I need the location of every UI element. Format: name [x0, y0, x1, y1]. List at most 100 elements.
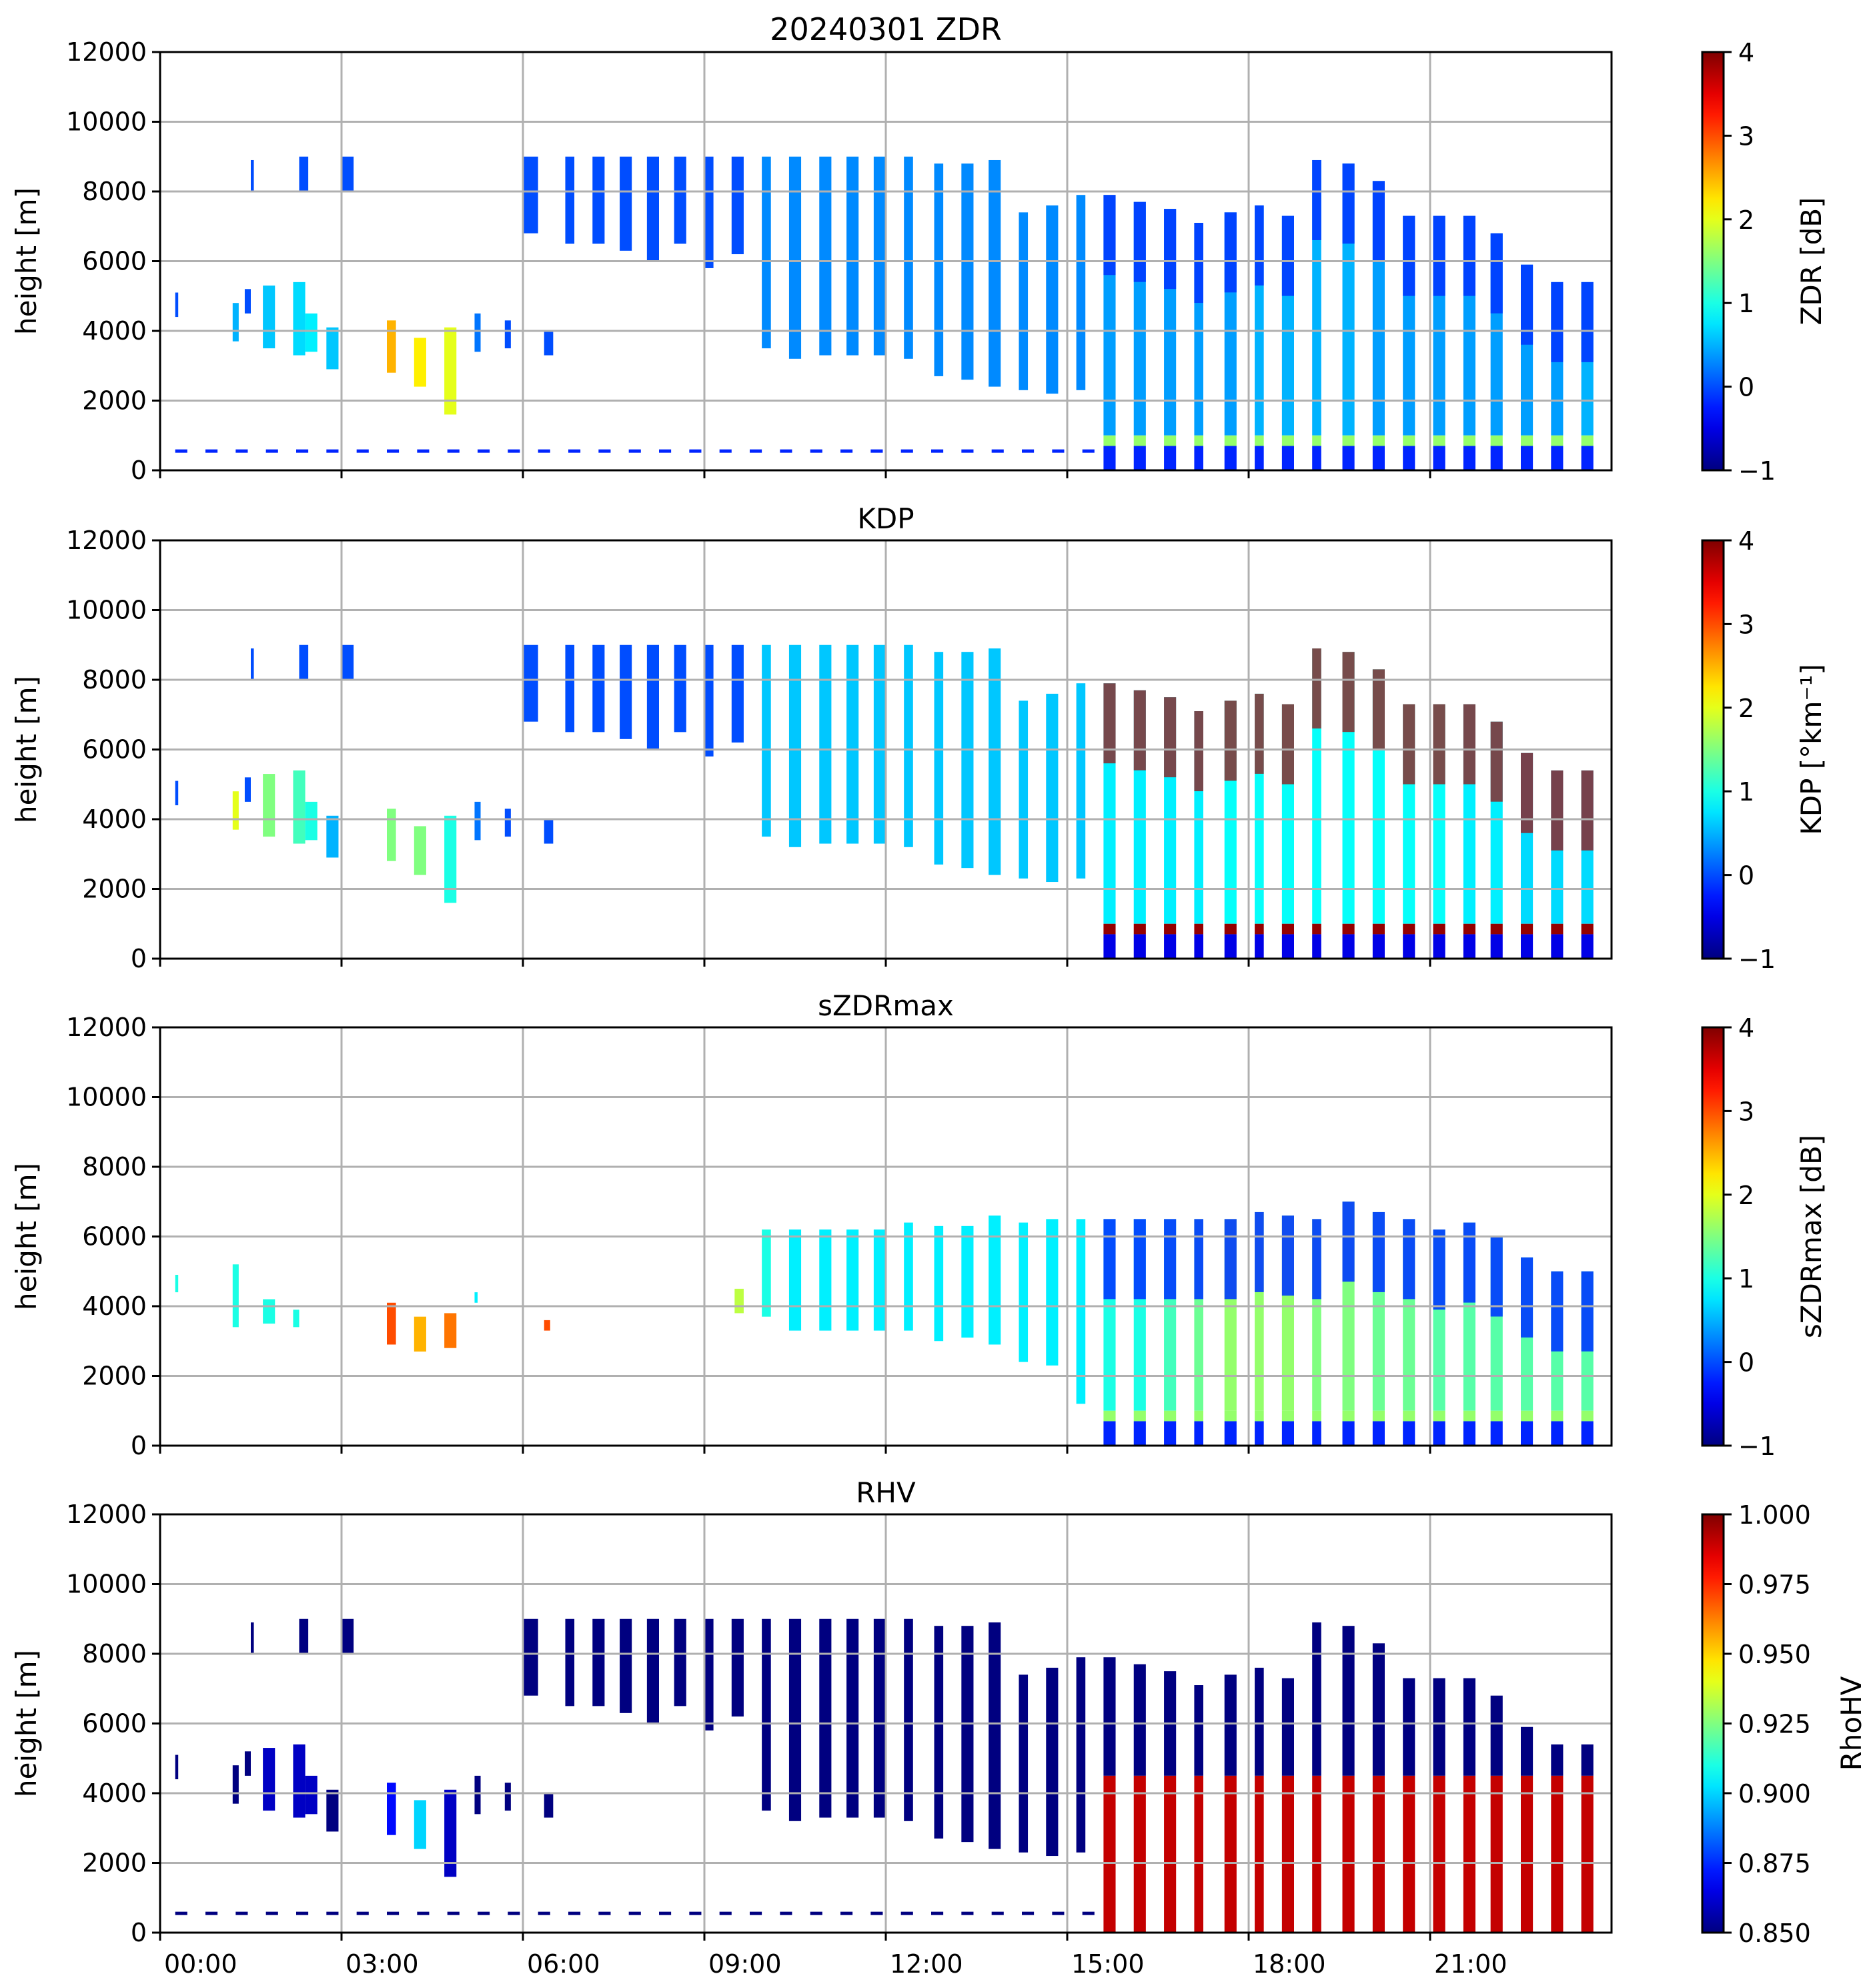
- data-cell: [1224, 934, 1237, 959]
- data-cell: [1164, 934, 1177, 959]
- grid: [159, 1513, 1612, 1934]
- melting-layer-cell: [1490, 923, 1503, 935]
- colorbar-label: KDP [°km⁻¹]: [1795, 664, 1828, 835]
- data-cell: [1103, 1421, 1116, 1446]
- y-tick-label: 6000: [82, 1222, 147, 1252]
- colorbar-tick-label: 0: [1738, 861, 1754, 891]
- data-cell: [1164, 1421, 1177, 1446]
- melting-layer-cell: [1255, 923, 1264, 935]
- x-tick-label: 03:00: [346, 1949, 419, 1979]
- data-cell: [1076, 683, 1086, 879]
- data-cell: [1581, 1271, 1594, 1352]
- data-cell: [1224, 1674, 1237, 1776]
- clutter-cell: [931, 449, 944, 453]
- panel-kdp: 0 2000 4000 6000 8000 10000 12000 height [m] KDP…: [10, 502, 1828, 974]
- clutter-cell: [991, 1911, 1004, 1915]
- data-cell: [731, 156, 744, 255]
- data-cell: [1281, 934, 1294, 959]
- data-cell: [251, 1622, 254, 1654]
- data-cell: [1581, 934, 1594, 959]
- data-cell: [1076, 195, 1086, 390]
- data-cell: [1490, 721, 1503, 802]
- colorbar-tick-label: −1: [1738, 456, 1776, 486]
- y-tick-label: 4000: [82, 805, 147, 834]
- data-cell: [1046, 693, 1059, 883]
- data-cell: [1133, 201, 1146, 282]
- y-tick-label: 12000: [66, 1013, 147, 1042]
- y-tick-label: 4000: [82, 1292, 147, 1321]
- data-cell: [646, 1618, 659, 1724]
- data-cell: [1103, 934, 1116, 959]
- clutter-cell: [568, 1911, 581, 1915]
- data-cell: [934, 1225, 944, 1342]
- data-cell: [1403, 446, 1415, 470]
- data-cell: [1281, 1678, 1294, 1776]
- clutter-cell: [689, 449, 702, 453]
- data-cell: [1224, 1775, 1237, 1933]
- colorbar-tick-label: 1: [1738, 1264, 1754, 1294]
- colorbar-tick-label: 0.875: [1738, 1849, 1811, 1879]
- melting-layer-cell: [1581, 923, 1594, 935]
- data-cell: [1103, 195, 1116, 276]
- data-cell: [326, 1789, 339, 1832]
- data-cell: [1312, 446, 1321, 470]
- melting-layer-cell: [1581, 435, 1594, 446]
- data-cell: [244, 289, 251, 314]
- data-cell: [1103, 683, 1116, 764]
- data-cell: [620, 644, 632, 739]
- data-cell: [1164, 1775, 1177, 1933]
- data-cell: [1194, 1775, 1203, 1933]
- data-cell: [1046, 1667, 1059, 1857]
- y-tick-label: 10000: [66, 1083, 147, 1112]
- data-cell: [1133, 1775, 1146, 1933]
- colorbar-tick-label: 3: [1738, 1097, 1754, 1126]
- data-cell: [1281, 446, 1294, 470]
- colorbar-tick-label: 4: [1738, 1013, 1754, 1043]
- data-cell: [1194, 1421, 1203, 1446]
- data-cell: [1581, 1775, 1594, 1933]
- data-cell: [1342, 934, 1355, 959]
- data-cell: [819, 156, 832, 356]
- clutter-cell: [1052, 449, 1065, 453]
- melting-layer-cell: [1551, 435, 1564, 446]
- data-cell: [873, 1618, 886, 1818]
- data-cell: [788, 156, 802, 359]
- data-cell: [1076, 1657, 1086, 1853]
- y-tick-label: 8000: [82, 665, 147, 694]
- data-cell: [523, 1618, 538, 1696]
- data-layer: [175, 1618, 1594, 1933]
- data-cell: [1019, 700, 1029, 879]
- data-cell: [175, 1274, 179, 1293]
- melting-layer-cell: [1312, 923, 1321, 935]
- melting-layer-cell: [1463, 923, 1475, 935]
- data-cell: [1194, 711, 1203, 792]
- clutter-cell: [356, 1911, 369, 1915]
- y-tick-label: 12000: [66, 1500, 147, 1529]
- clutter-cell: [538, 449, 550, 453]
- data-cell: [1433, 1678, 1445, 1776]
- data-cell: [444, 815, 457, 903]
- data-cell: [544, 1793, 554, 1818]
- y-tick-label: 0: [131, 1431, 147, 1460]
- data-cell: [523, 156, 538, 233]
- data-cell: [1403, 1219, 1415, 1300]
- data-cell: [674, 644, 686, 732]
- data-cell: [762, 156, 771, 349]
- data-cell: [232, 303, 239, 342]
- panel-title: sZDRmax: [818, 989, 954, 1022]
- data-cell: [1046, 205, 1059, 394]
- data-cell: [1490, 1695, 1503, 1776]
- data-cell: [1372, 1775, 1385, 1933]
- data-cell: [305, 801, 318, 841]
- y-tick-label: 8000: [82, 177, 147, 206]
- data-cell: [1342, 1201, 1355, 1282]
- y-tick-label: 4000: [82, 1779, 147, 1808]
- data-cell: [342, 644, 354, 680]
- clutter-cell: [719, 449, 732, 453]
- data-cell: [704, 644, 714, 757]
- clutter-cell: [387, 1911, 400, 1915]
- clutter-cell: [205, 449, 218, 453]
- data-cell: [788, 1618, 802, 1821]
- data-cell: [1312, 1421, 1321, 1446]
- clutter-cell: [265, 1911, 278, 1915]
